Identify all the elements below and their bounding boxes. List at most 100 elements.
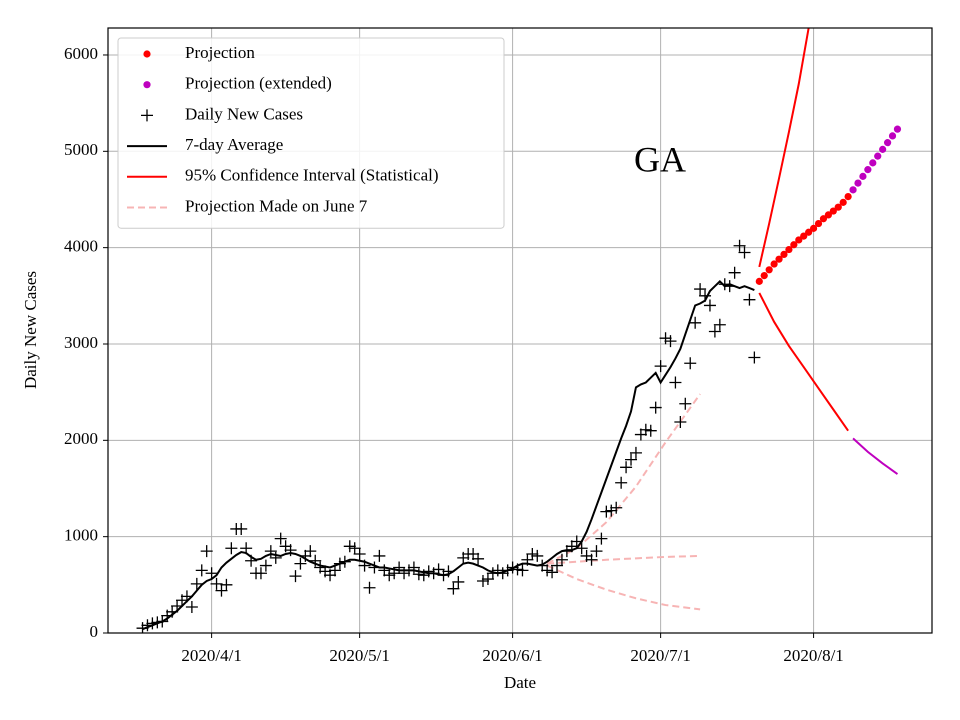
daily-case-point [432, 563, 445, 576]
daily-case-point [235, 522, 248, 535]
daily-case-point [294, 557, 307, 570]
legend-box [117, 37, 505, 229]
projection-point [790, 241, 798, 249]
daily-case-point [625, 453, 638, 466]
daily-case-point [151, 616, 164, 629]
projection-point [809, 224, 818, 232]
projection-point [805, 228, 813, 236]
daily-case-point [245, 554, 258, 567]
daily-case-point [496, 567, 509, 580]
daily-case-point [269, 551, 282, 564]
daily-case-point [654, 360, 667, 373]
projection-point [755, 277, 763, 285]
daily-case-point [171, 600, 184, 613]
daily-case-point [615, 476, 628, 489]
daily-case-point [467, 548, 480, 561]
daily-case-point [304, 545, 317, 558]
daily-case-point [664, 335, 677, 348]
projection-point [859, 172, 867, 180]
daily-case-point [708, 325, 721, 338]
projection-point [760, 271, 768, 280]
projection-point [883, 139, 892, 147]
daily-case-point [610, 501, 623, 514]
daily-case-point [210, 577, 223, 590]
daily-case-point [531, 549, 544, 562]
daily-case-point [343, 540, 356, 553]
projection-point [888, 132, 897, 140]
legend-label: Projection (extended) [185, 74, 332, 93]
y-tick-label: 5000 [64, 140, 98, 159]
daily-case-point [713, 318, 726, 331]
daily-case-point [447, 582, 460, 595]
daily-case-point [555, 553, 568, 566]
daily-case-point [546, 566, 559, 579]
daily-case-point [620, 461, 633, 474]
daily-case-point [274, 532, 287, 545]
daily-case-point [590, 545, 603, 558]
y-tick-label: 2000 [64, 429, 98, 448]
projection-point [839, 198, 847, 206]
daily-case-point [511, 563, 524, 576]
daily-case-point [718, 278, 731, 291]
daily-case-point [659, 332, 672, 345]
legend-marker [141, 109, 153, 122]
daily-case-point [393, 561, 406, 574]
daily-case-point [422, 565, 435, 578]
legend-label: Daily New Cases [185, 104, 303, 123]
projection-line [546, 564, 701, 611]
projection-point [893, 125, 902, 133]
daily-case-point [565, 540, 578, 553]
y-tick-label: 1000 [64, 526, 98, 545]
daily-case-point [363, 581, 376, 594]
projection-point [849, 186, 857, 194]
legend-marker [143, 50, 151, 58]
daily-case-point [452, 575, 465, 588]
daily-case-point [200, 545, 213, 558]
daily-case-point [476, 574, 489, 587]
daily-case-point [516, 564, 529, 577]
legend-label: 95% Confidence Interval (Statistical) [185, 166, 439, 185]
daily-case-point [629, 446, 642, 459]
daily-case-point [309, 554, 322, 567]
ticks: 2020/4/1 2020/5/1 2020/6/1 2020/7/1 2020/8/1… [64, 44, 844, 665]
legend-marker [143, 81, 151, 89]
projection-point [770, 260, 778, 268]
daily-case-point [190, 577, 203, 590]
daily-case-point [649, 401, 662, 414]
daily-case-point [605, 504, 618, 517]
projection-point [800, 232, 808, 240]
daily-case-point [373, 549, 386, 562]
daily-case-point [324, 569, 337, 582]
projection-point [765, 266, 773, 274]
y-axis-label: Daily New Cases [21, 271, 40, 389]
daily-case-point [639, 423, 652, 436]
daily-case-point [442, 565, 455, 578]
y-tick-label: 6000 [64, 44, 98, 63]
projection-point [854, 179, 862, 187]
daily-case-point [551, 559, 564, 572]
daily-case-point [136, 622, 149, 633]
daily-case-point [141, 619, 154, 632]
annotation: GA [634, 139, 686, 179]
projection-point [795, 236, 803, 244]
plot-area [136, 28, 902, 633]
projection-point [780, 250, 788, 258]
series-line [758, 28, 810, 268]
daily-case-point [536, 559, 549, 572]
daily-case-point [383, 569, 396, 582]
x-axis-label: Date [504, 673, 536, 692]
projection-point [879, 145, 887, 153]
daily-case-point [669, 376, 682, 389]
daily-case-point [284, 544, 297, 557]
projection-point [824, 211, 832, 219]
daily-case-point [338, 555, 351, 568]
axes-frame [107, 27, 933, 634]
daily-case-point [694, 283, 707, 296]
daily-case-point [240, 542, 253, 555]
series-line [758, 292, 849, 432]
daily-case-point [156, 615, 169, 628]
daily-case-point [348, 542, 361, 555]
daily-case-point [679, 397, 692, 410]
daily-case-point [146, 617, 159, 630]
